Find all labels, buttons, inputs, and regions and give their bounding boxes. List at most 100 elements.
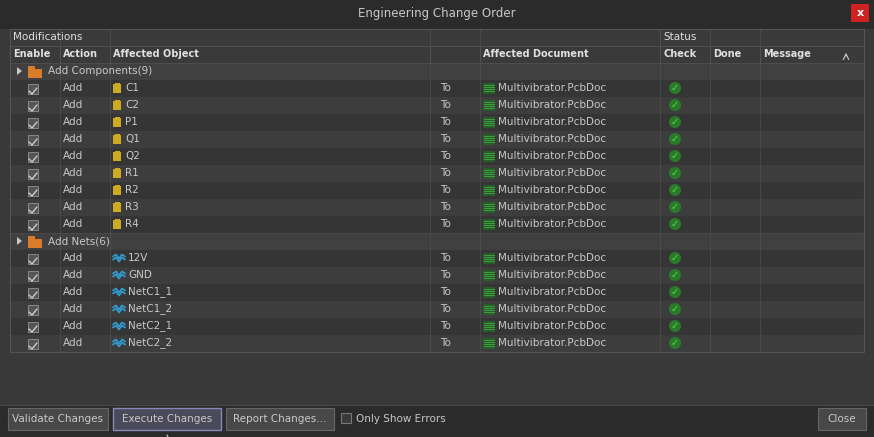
Bar bbox=[10, 301, 864, 318]
Text: Add Components(9): Add Components(9) bbox=[48, 66, 152, 76]
Bar bbox=[10, 267, 864, 284]
Bar bbox=[28, 220, 38, 230]
Bar bbox=[483, 321, 495, 332]
Text: Multivibrator.PcbDoc: Multivibrator.PcbDoc bbox=[498, 185, 607, 195]
Bar bbox=[0, 405, 874, 437]
Text: ✓: ✓ bbox=[671, 168, 679, 178]
Text: R4: R4 bbox=[125, 219, 139, 229]
Text: ✓: ✓ bbox=[671, 338, 679, 348]
Bar bbox=[28, 322, 38, 332]
Bar bbox=[115, 134, 120, 137]
Bar bbox=[483, 134, 495, 145]
Text: Add: Add bbox=[63, 202, 83, 212]
Bar bbox=[113, 203, 121, 212]
Text: ✓: ✓ bbox=[671, 83, 679, 93]
Bar bbox=[8, 408, 108, 430]
Text: To: To bbox=[440, 321, 451, 331]
Text: Multivibrator.PcbDoc: Multivibrator.PcbDoc bbox=[498, 253, 607, 263]
Bar bbox=[28, 339, 38, 349]
Circle shape bbox=[669, 201, 681, 213]
Text: Add: Add bbox=[63, 168, 83, 178]
Text: NetC1_1: NetC1_1 bbox=[128, 287, 172, 298]
Text: 12V: 12V bbox=[128, 253, 149, 263]
Text: NetC2_1: NetC2_1 bbox=[128, 321, 172, 331]
Bar bbox=[10, 182, 864, 199]
Text: R1: R1 bbox=[125, 168, 139, 178]
Text: ✓: ✓ bbox=[671, 100, 679, 110]
Bar bbox=[113, 169, 121, 178]
Bar bbox=[226, 408, 334, 430]
Bar bbox=[28, 135, 38, 145]
Text: To: To bbox=[440, 287, 451, 297]
Bar bbox=[28, 118, 38, 128]
Text: Enable: Enable bbox=[13, 49, 51, 59]
Circle shape bbox=[669, 99, 681, 111]
Bar bbox=[483, 304, 495, 315]
Bar bbox=[28, 288, 38, 298]
Circle shape bbox=[669, 184, 681, 196]
Polygon shape bbox=[17, 237, 22, 245]
Bar bbox=[10, 318, 864, 335]
Circle shape bbox=[669, 218, 681, 230]
Circle shape bbox=[669, 82, 681, 94]
Bar bbox=[851, 4, 869, 22]
Text: Multivibrator.PcbDoc: Multivibrator.PcbDoc bbox=[498, 117, 607, 127]
Circle shape bbox=[669, 320, 681, 332]
Bar bbox=[10, 233, 864, 250]
Circle shape bbox=[669, 252, 681, 264]
Circle shape bbox=[669, 303, 681, 315]
Text: Done: Done bbox=[713, 49, 741, 59]
Text: Multivibrator.PcbDoc: Multivibrator.PcbDoc bbox=[498, 151, 607, 161]
Bar bbox=[10, 29, 660, 46]
Text: Add: Add bbox=[63, 253, 83, 263]
Text: x: x bbox=[857, 8, 864, 18]
Bar bbox=[28, 239, 42, 248]
Text: Action: Action bbox=[63, 49, 98, 59]
Bar bbox=[818, 408, 866, 430]
Text: To: To bbox=[440, 168, 451, 178]
Bar bbox=[0, 0, 874, 26]
Text: Add Nets(6): Add Nets(6) bbox=[48, 236, 110, 246]
Text: Only Show Errors: Only Show Errors bbox=[356, 414, 446, 424]
Bar bbox=[483, 253, 495, 264]
Bar bbox=[483, 117, 495, 128]
Bar bbox=[113, 101, 121, 110]
Bar bbox=[115, 202, 120, 205]
Circle shape bbox=[669, 337, 681, 349]
Text: Add: Add bbox=[63, 270, 83, 280]
Bar bbox=[10, 165, 864, 182]
Text: Multivibrator.PcbDoc: Multivibrator.PcbDoc bbox=[498, 270, 607, 280]
Bar bbox=[341, 413, 351, 423]
Bar bbox=[115, 219, 120, 222]
Text: GND: GND bbox=[128, 270, 152, 280]
Text: Engineering Change Order: Engineering Change Order bbox=[358, 7, 516, 21]
Text: To: To bbox=[440, 151, 451, 161]
Text: Multivibrator.PcbDoc: Multivibrator.PcbDoc bbox=[498, 168, 607, 178]
Bar bbox=[483, 219, 495, 230]
Bar bbox=[483, 100, 495, 111]
Bar bbox=[113, 408, 221, 430]
Bar bbox=[483, 270, 495, 281]
Bar bbox=[115, 168, 120, 171]
Text: To: To bbox=[440, 83, 451, 93]
Circle shape bbox=[669, 150, 681, 162]
Bar bbox=[28, 254, 38, 264]
Text: Multivibrator.PcbDoc: Multivibrator.PcbDoc bbox=[498, 219, 607, 229]
Bar bbox=[10, 284, 864, 301]
Text: Message: Message bbox=[763, 49, 811, 59]
Bar bbox=[10, 97, 864, 114]
Text: Affected Document: Affected Document bbox=[483, 49, 588, 59]
Text: Multivibrator.PcbDoc: Multivibrator.PcbDoc bbox=[498, 100, 607, 110]
Text: ✓: ✓ bbox=[671, 185, 679, 195]
Text: To: To bbox=[440, 185, 451, 195]
Bar bbox=[28, 305, 38, 315]
Text: Affected Object: Affected Object bbox=[113, 49, 199, 59]
Text: Multivibrator.PcbDoc: Multivibrator.PcbDoc bbox=[498, 134, 607, 144]
Text: R3: R3 bbox=[125, 202, 139, 212]
Bar bbox=[115, 100, 120, 103]
Text: Status: Status bbox=[663, 32, 697, 42]
Bar bbox=[28, 271, 38, 281]
Text: Add: Add bbox=[63, 151, 83, 161]
Bar bbox=[28, 152, 38, 162]
Text: Add: Add bbox=[63, 287, 83, 297]
